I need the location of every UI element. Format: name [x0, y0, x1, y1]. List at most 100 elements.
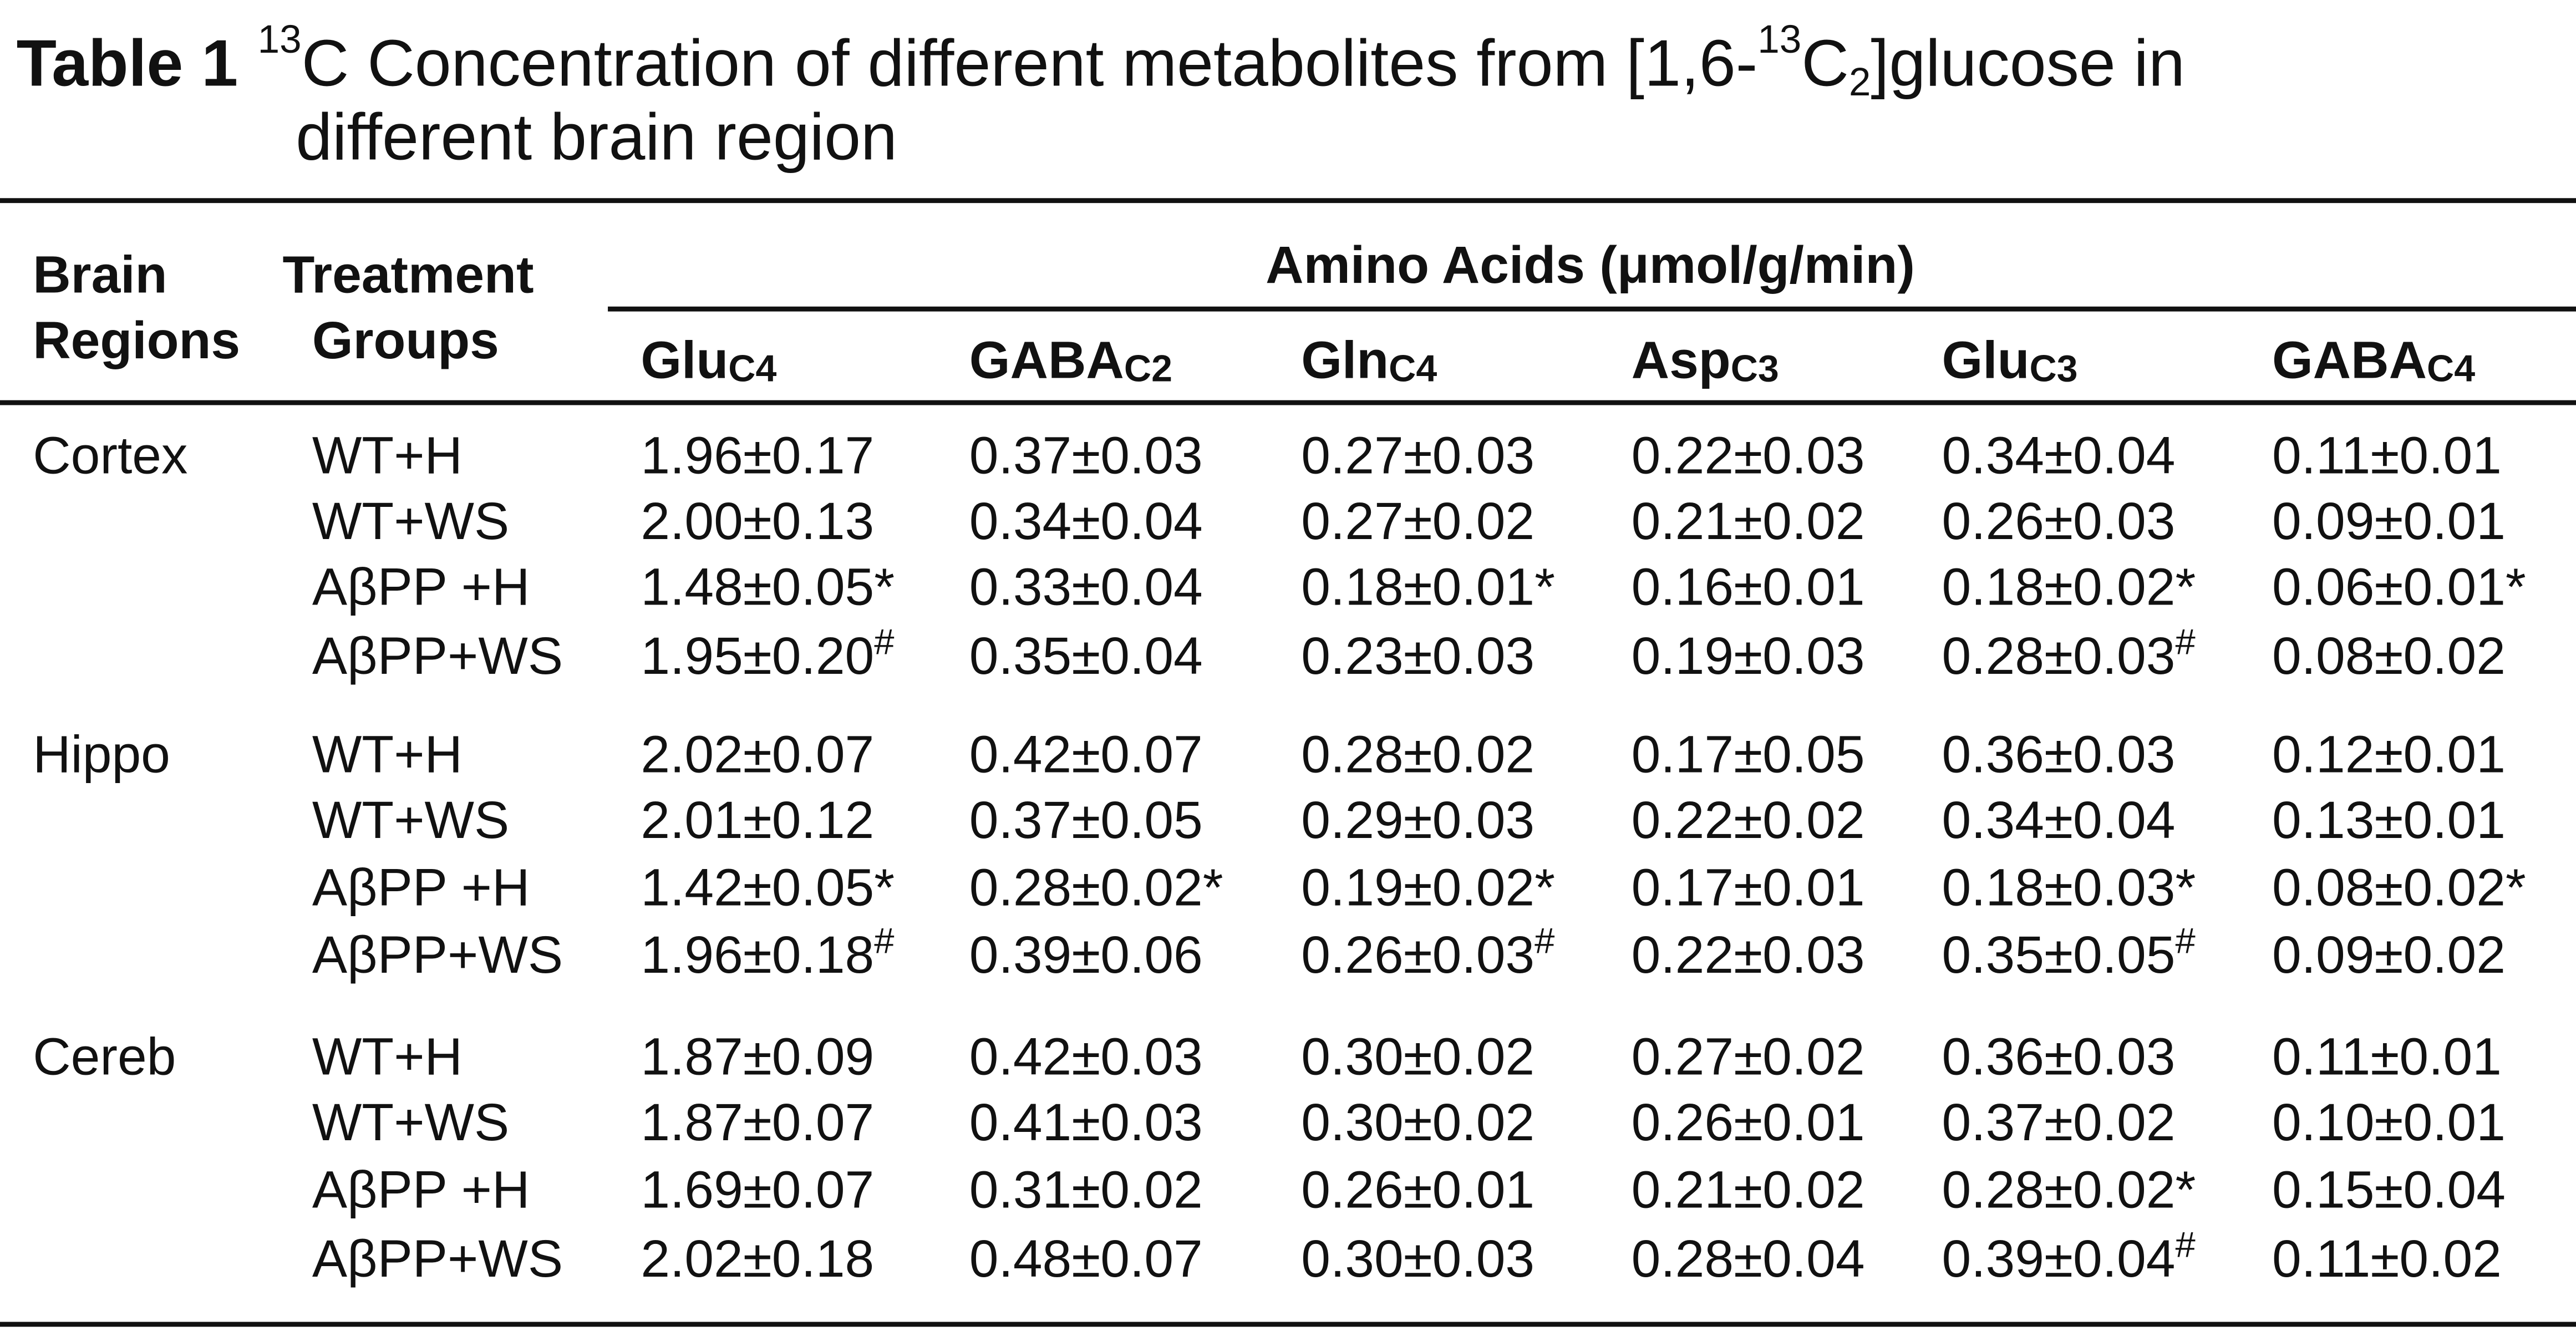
title-sup: 13: [258, 18, 302, 62]
cell: 0.36±0.03: [1942, 725, 2176, 784]
cell: 0.28±0.02: [1301, 725, 1535, 784]
cell-sup: #: [2175, 621, 2195, 662]
cell-value: 1.96±0.18: [641, 926, 874, 984]
cell: 0.27±0.02: [1301, 492, 1535, 551]
cell: 0.34±0.04: [969, 492, 1203, 551]
cell-value: 0.39±0.04: [1942, 1230, 2176, 1288]
cell: 0.28±0.02*: [969, 858, 1223, 917]
cell: 0.28±0.04: [1632, 1230, 1865, 1288]
column-header: AspC3: [1632, 331, 1779, 390]
cell: 0.37±0.02: [1942, 1093, 2176, 1152]
column-name: GABA: [2272, 331, 2427, 390]
column-header: GlnC4: [1301, 331, 1437, 390]
title-text: C Concentration of different metabolites…: [302, 27, 1758, 100]
table-label: Table 1: [17, 27, 238, 100]
cell: 0.22±0.03: [1632, 426, 1865, 485]
cell: 0.18±0.01*: [1301, 557, 1555, 616]
title-text: ]glucose in: [1871, 27, 2184, 100]
group-label: AβPP +H: [312, 557, 530, 616]
cell: 0.13±0.01: [2272, 791, 2506, 850]
title-line-2: different brain region: [296, 101, 897, 174]
column-sub: C4: [728, 348, 776, 390]
group-label: WT+WS: [312, 791, 509, 850]
cell: 0.39±0.04#: [1942, 1224, 2196, 1288]
column-sub: C2: [1124, 348, 1172, 390]
cell: 0.42±0.07: [969, 725, 1203, 784]
header-group: Groups: [312, 311, 499, 370]
cell: 0.21±0.02: [1632, 492, 1865, 551]
cell: 0.27±0.03: [1301, 426, 1535, 485]
cell: 0.18±0.02*: [1942, 557, 2196, 616]
cell: 2.02±0.18: [641, 1230, 874, 1288]
column-name: Asp: [1632, 331, 1731, 390]
cell: 0.21±0.02: [1632, 1161, 1865, 1220]
cell-sup: #: [1535, 920, 1554, 961]
title-sub: 2: [1849, 60, 1871, 104]
cell: 0.22±0.03: [1632, 926, 1865, 984]
cell: 0.17±0.01: [1632, 858, 1865, 917]
cell: 0.26±0.03#: [1301, 920, 1554, 984]
group-label: AβPP +H: [312, 858, 530, 917]
cell: 0.28±0.02*: [1942, 1161, 2196, 1220]
cell: 0.10±0.01: [2272, 1093, 2506, 1152]
cell: 0.30±0.03: [1301, 1230, 1535, 1288]
cell: 0.11±0.01: [2272, 1028, 2502, 1086]
cell: 0.37±0.05: [969, 791, 1203, 850]
column-sub: C4: [2427, 348, 2475, 390]
cell: 0.28±0.03#: [1942, 621, 2196, 685]
region-label: Cereb: [33, 1028, 176, 1086]
cell: 0.09±0.02: [2272, 926, 2506, 984]
column-name: Glu: [641, 331, 728, 390]
cell: 0.42±0.03: [969, 1028, 1203, 1086]
cell: 0.26±0.01: [1632, 1093, 1865, 1152]
header-region: Brain: [33, 246, 167, 304]
group-label: WT+H: [312, 725, 463, 784]
cell: 1.96±0.18#: [641, 920, 894, 984]
header-span: Amino Acids (μmol/g/min): [1266, 236, 1915, 294]
cell: 0.09±0.01: [2272, 492, 2506, 551]
cell: 0.08±0.02*: [2272, 858, 2526, 917]
region-label: Cortex: [33, 426, 187, 485]
column-name: Glu: [1942, 331, 2030, 390]
cell: 0.34±0.04: [1942, 791, 2176, 850]
group-label: WT+WS: [312, 492, 509, 551]
cell: 0.26±0.01: [1301, 1161, 1535, 1220]
column-header: GABAC2: [969, 331, 1172, 390]
cell: 1.87±0.07: [641, 1093, 874, 1152]
cell-sup: #: [874, 621, 894, 662]
cell-value: 0.26±0.03: [1301, 926, 1535, 984]
column-name: Gln: [1301, 331, 1389, 390]
cell: 2.02±0.07: [641, 725, 874, 784]
cell: 0.06±0.01*: [2272, 557, 2526, 616]
cell: 0.27±0.02: [1632, 1028, 1865, 1086]
cell: 1.42±0.05*: [641, 858, 895, 917]
cell: 0.15±0.04: [2272, 1161, 2506, 1220]
cell-value: 0.35±0.05: [1942, 926, 2176, 984]
title-text: C: [1801, 27, 1849, 100]
cell: 0.16±0.01: [1632, 557, 1865, 616]
cell: 1.95±0.20#: [641, 621, 894, 685]
cell: 1.87±0.09: [641, 1028, 874, 1086]
cell: 2.00±0.13: [641, 492, 874, 551]
cell-sup: #: [874, 920, 894, 961]
cell: 0.34±0.04: [1942, 426, 2176, 485]
column-header: GluC3: [1942, 331, 2078, 390]
column-header: GABAC4: [2272, 331, 2475, 390]
cell: 0.36±0.03: [1942, 1028, 2176, 1086]
title-sup: 13: [1757, 18, 1801, 62]
cell: 0.48±0.07: [969, 1230, 1203, 1288]
cell: 0.29±0.03: [1301, 791, 1535, 850]
cell: 0.41±0.03: [969, 1093, 1203, 1152]
cell: 0.23±0.03: [1301, 627, 1535, 685]
cell: 1.48±0.05*: [641, 557, 895, 616]
column-sub: C4: [1389, 348, 1437, 390]
cell: 1.96±0.17: [641, 426, 874, 485]
header-region: Regions: [33, 311, 240, 370]
cell: 0.11±0.01: [2272, 426, 2502, 485]
group-label: AβPP+WS: [312, 926, 563, 984]
cell-sup: #: [2175, 920, 2195, 961]
column-sub: C3: [2029, 348, 2077, 390]
header-group: Treatment: [283, 246, 534, 304]
